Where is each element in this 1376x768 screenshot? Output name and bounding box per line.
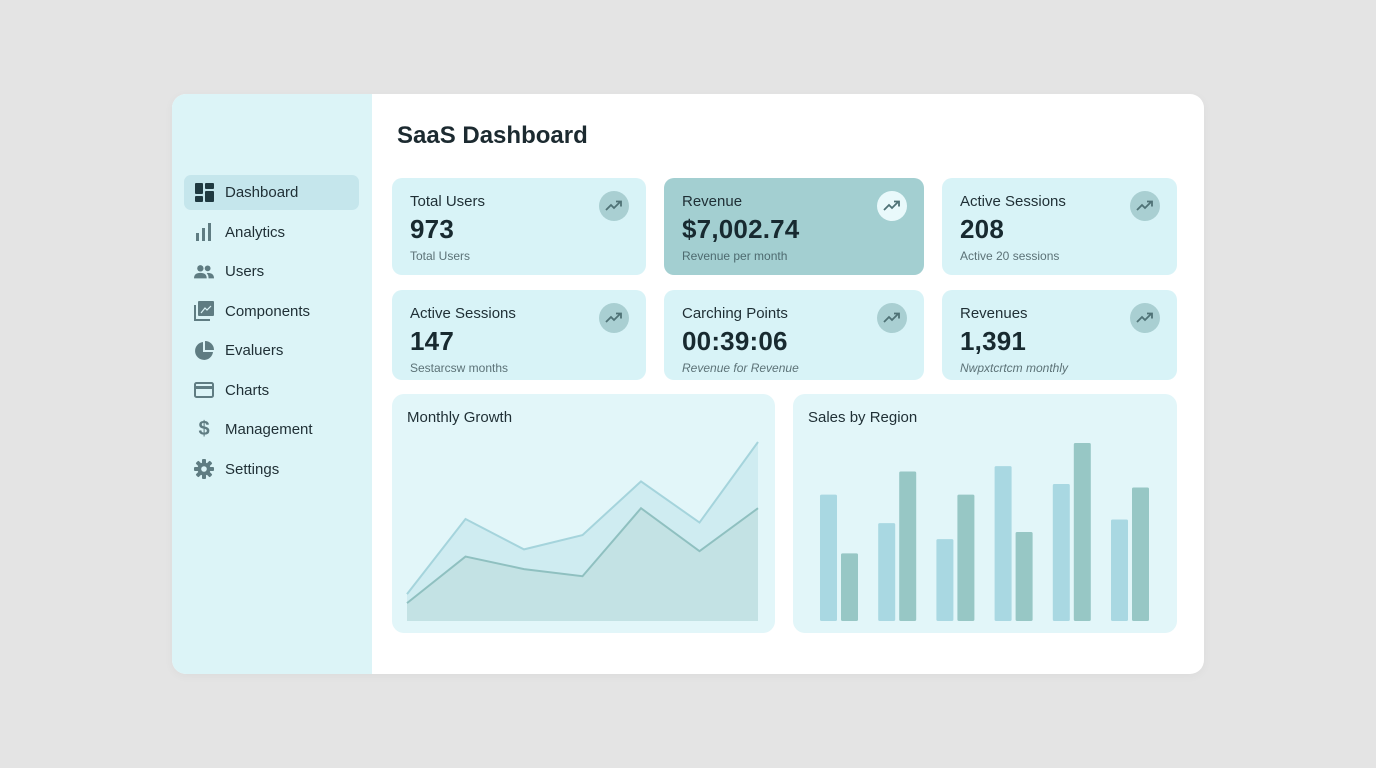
bar[interactable] (936, 539, 954, 621)
sidebar-item-label: Evaluers (225, 342, 284, 359)
bar-chart-icon (194, 222, 214, 242)
sidebar-item-management[interactable]: $ Management (184, 412, 359, 447)
trending-up-icon (1136, 200, 1153, 211)
bar[interactable] (1132, 487, 1149, 622)
stat-card-carching-points[interactable]: Carching Points 00:39:06 Revenue for Rev… (664, 290, 924, 380)
card-value: 00:39:06 (682, 326, 788, 356)
trend-button[interactable] (599, 191, 629, 221)
card-value: 973 (410, 214, 454, 244)
sidebar-item-components[interactable]: Components (184, 294, 359, 329)
trending-up-icon (605, 312, 622, 323)
trend-button[interactable] (877, 303, 907, 333)
sidebar-item-evaluers[interactable]: Evaluers (184, 333, 359, 368)
sidebar-item-label: Charts (225, 381, 270, 399)
bar[interactable] (1111, 519, 1128, 621)
bar[interactable] (1052, 483, 1070, 621)
card-title: Revenues (960, 305, 1028, 322)
sidebar-item-settings[interactable]: Settings (184, 452, 359, 487)
sidebar-item-label: Settings (225, 460, 280, 478)
sidebar-item-dashboard[interactable]: Dashboard (184, 175, 359, 210)
line-series-0 (406, 441, 759, 595)
card-title: Total Users (410, 193, 486, 210)
card-value: $7,002.74 (682, 214, 800, 244)
bar[interactable] (1073, 443, 1091, 621)
sidebar-item-label: Dashboard (225, 184, 299, 201)
card-subtitle: Active 20 sessions (960, 249, 1060, 263)
card-subtitle: Nwpxtcrtcm monthly (960, 361, 1069, 375)
card-title: Carching Points (682, 305, 788, 322)
line-series-1 (406, 506, 759, 604)
bar[interactable] (841, 553, 858, 621)
stat-card-revenues[interactable]: Revenues 1,391 Nwpxtcrtcm monthly (942, 290, 1177, 380)
sidebar-item-charts[interactable]: Charts (184, 373, 359, 408)
card-subtitle: Revenue for Revenue (682, 361, 799, 375)
bar[interactable] (994, 466, 1012, 621)
credit-card-icon (194, 380, 214, 400)
area-series-1 (407, 508, 758, 621)
dollar-icon: $ (198, 418, 210, 440)
chart-title: Sales by Region (808, 409, 918, 426)
card-value: 147 (410, 326, 454, 356)
card-subtitle: Sestarcsw months (410, 361, 509, 375)
stat-card-active-sessions-2[interactable]: Active Sessions 147 Sestarcsw months (392, 290, 646, 380)
trend-button[interactable] (1130, 303, 1160, 333)
sidebar-item-analytics[interactable]: Analytics (184, 215, 359, 250)
dashboard-icon (194, 183, 214, 203)
stat-card-active-sessions[interactable]: Active Sessions 208 Active 20 sessions (942, 178, 1177, 275)
sidebar-item-label: Analytics (225, 223, 286, 241)
chart-title: Monthly Growth (407, 409, 513, 426)
bar[interactable] (957, 494, 975, 621)
gallery-icon (194, 301, 214, 321)
bar[interactable] (899, 471, 917, 621)
trending-up-icon (883, 200, 900, 211)
trending-up-icon (605, 200, 622, 211)
trend-button[interactable] (599, 303, 629, 333)
card-value: 1,391 (960, 326, 1027, 356)
pie-chart-icon (194, 340, 214, 361)
trend-button[interactable] (1130, 191, 1160, 221)
bar[interactable] (820, 494, 837, 621)
stat-card-total-users[interactable]: Total Users 973 Total Users (392, 178, 646, 275)
trending-up-icon (883, 312, 900, 323)
sales-by-region-chart: Sales by Region (793, 394, 1177, 633)
card-title: Active Sessions (410, 305, 516, 322)
trending-up-icon (1136, 312, 1153, 323)
gear-icon (194, 459, 214, 479)
monthly-growth-chart: Monthly Growth (392, 394, 775, 633)
sidebar: Dashboard Analytics Users Components Eva… (172, 94, 372, 674)
users-icon (194, 262, 214, 282)
sidebar-item-label: Management (225, 421, 313, 438)
trend-button[interactable] (877, 191, 907, 221)
card-subtitle: Total Users (410, 249, 471, 263)
bar[interactable] (1015, 532, 1033, 621)
sidebar-item-label: Users (225, 263, 265, 280)
card-subtitle: Revenue per month (682, 249, 788, 263)
card-title: Active Sessions (960, 193, 1066, 210)
sidebar-item-label: Components (225, 302, 311, 320)
bar-chart-plot (820, 443, 1149, 622)
card-value: 208 (960, 214, 1004, 244)
bar[interactable] (878, 523, 896, 621)
main-content: SaaS Dashboard Total Users 973 Total Use… (372, 94, 1204, 674)
area-chart-plot (406, 441, 759, 621)
app-window: Dashboard Analytics Users Components Eva… (172, 94, 1204, 674)
sidebar-item-users[interactable]: Users (184, 254, 359, 289)
card-title: Revenue (682, 193, 743, 210)
stat-card-revenue[interactable]: Revenue $7,002.74 Revenue per month (664, 178, 924, 275)
page-title: SaaS Dashboard (397, 122, 588, 149)
